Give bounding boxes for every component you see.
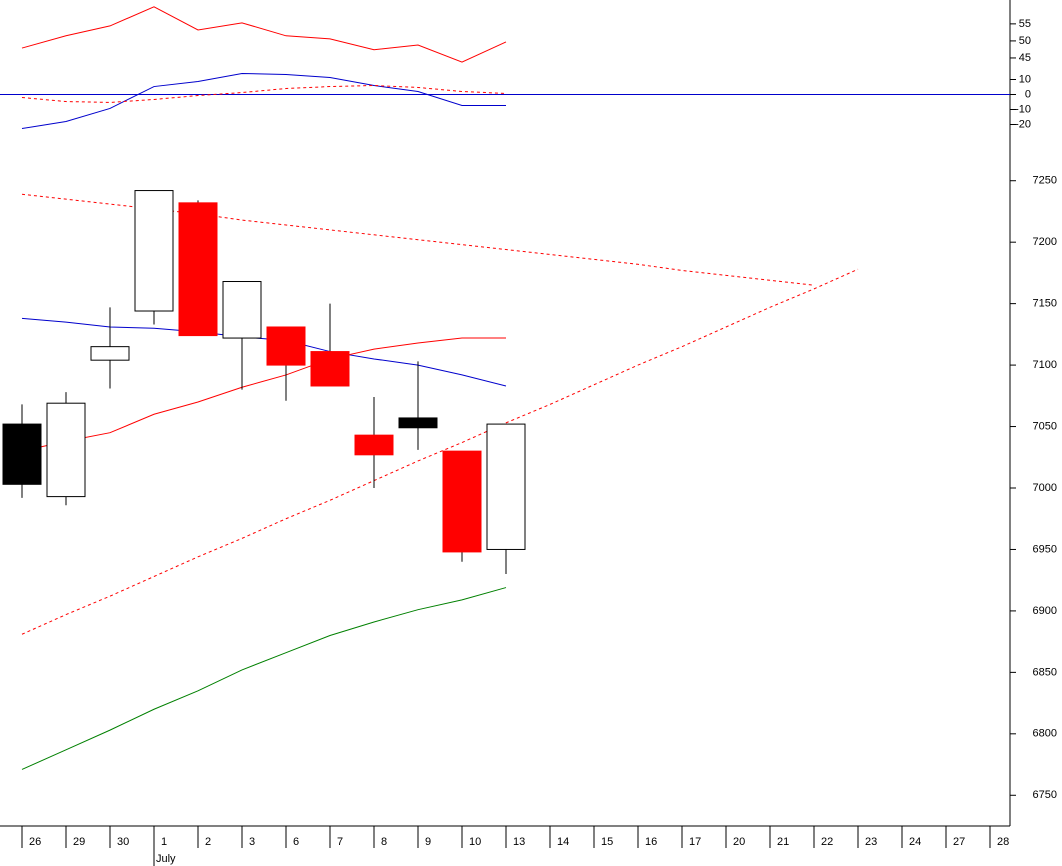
candle-body [90, 346, 130, 361]
y-tick-label: 45 [1019, 52, 1031, 64]
candle-body [398, 417, 438, 429]
y-tick-label: 10 [1019, 73, 1031, 85]
y-tick-label: 6750 [1033, 789, 1057, 801]
candle-body [178, 202, 218, 337]
x-tick-label: 10 [469, 836, 481, 848]
y-tick-label: -10 [1015, 103, 1031, 115]
y-tick-label: 6950 [1033, 543, 1057, 555]
x-tick-label: 9 [425, 836, 431, 848]
series-line [21, 6, 507, 63]
y-tick-label: 0 [1025, 88, 1031, 100]
x-tick-label: 26 [29, 836, 41, 848]
series-line [21, 268, 859, 635]
x-tick-label: 29 [73, 836, 85, 848]
month-label: July [156, 853, 176, 865]
x-tick-label: 3 [249, 836, 255, 848]
x-tick-label: 22 [821, 836, 833, 848]
series-line [21, 72, 506, 130]
x-tick-label: 30 [117, 836, 129, 848]
x-tick-label: 1 [161, 836, 167, 848]
x-tick-label: 24 [909, 836, 921, 848]
x-tick-label: 14 [557, 836, 569, 848]
x-tick-label: 8 [381, 836, 387, 848]
candle-body [310, 351, 350, 387]
x-tick-label: 21 [777, 836, 789, 848]
y-tick-label: 50 [1019, 35, 1031, 47]
candle-body [2, 423, 42, 485]
x-tick-label: 28 [997, 836, 1009, 848]
y-tick-label: 6800 [1033, 728, 1057, 740]
x-tick-label: 17 [689, 836, 701, 848]
y-tick-label: 7150 [1033, 298, 1057, 310]
candle-body [266, 326, 306, 366]
y-tick-label: 7000 [1033, 482, 1057, 494]
series-line [21, 337, 506, 452]
y-tick-label: 6900 [1033, 605, 1057, 617]
candle-body [354, 434, 394, 456]
x-tick-label: 2 [205, 836, 211, 848]
series-line [21, 587, 507, 770]
series-line [21, 84, 507, 103]
series-line [21, 317, 507, 387]
y-tick-label: -20 [1015, 118, 1031, 130]
candle-body [442, 450, 482, 553]
candle-body [486, 423, 526, 550]
x-tick-label: 20 [733, 836, 745, 848]
x-tick-label: 15 [601, 836, 613, 848]
y-tick-label: 6850 [1033, 666, 1057, 678]
y-tick-label: 7050 [1033, 420, 1057, 432]
x-tick-label: 7 [337, 836, 343, 848]
y-tick-label: 7250 [1033, 175, 1057, 187]
y-tick-label: 7200 [1033, 236, 1057, 248]
y-tick-label: 7100 [1033, 359, 1057, 371]
y-tick-label: 55 [1019, 18, 1031, 30]
candle-body [134, 190, 174, 312]
x-tick-label: 27 [953, 836, 965, 848]
x-tick-label: 23 [865, 836, 877, 848]
x-tick-label: 6 [293, 836, 299, 848]
x-tick-label: 16 [645, 836, 657, 848]
candle-body [222, 281, 262, 339]
candle-body [46, 402, 86, 498]
x-tick-label: 13 [513, 836, 525, 848]
